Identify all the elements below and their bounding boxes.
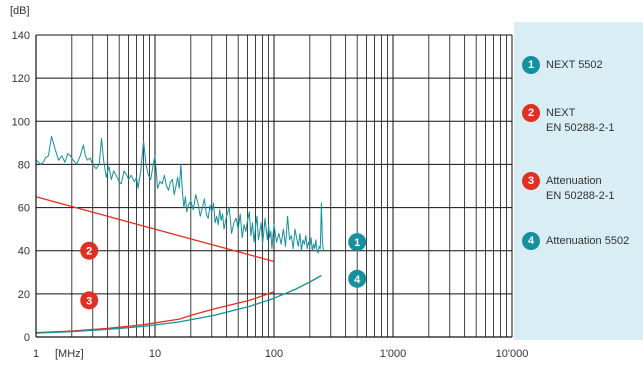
y-tick-label: 40 bbox=[18, 246, 30, 258]
callout-label-1: 1 bbox=[354, 237, 360, 249]
axis-layer: 1 10 100 1'000 10'000 0 20 40 60 80 100 120 140 bbox=[12, 30, 529, 360]
callout-badge-1 bbox=[348, 233, 367, 252]
callout-label-3: 3 bbox=[86, 295, 92, 307]
callout-badge-3 bbox=[80, 291, 99, 310]
legend-badge-4: 4 bbox=[522, 232, 540, 250]
x-tick-label: 100 bbox=[265, 348, 283, 360]
legend-badge-1: 1 bbox=[522, 56, 540, 74]
series-line-4 bbox=[35, 274, 322, 334]
legend: 1 NEXT 5502 2 NEXT EN 50288-2-1 3 Attenu… bbox=[514, 22, 643, 340]
y-tick-label: 120 bbox=[12, 73, 30, 85]
y-tick-label: 80 bbox=[18, 159, 30, 171]
legend-label-1: NEXT 5502 bbox=[546, 59, 603, 71]
callout-label-4: 4 bbox=[354, 274, 361, 286]
callout-badge-4 bbox=[348, 269, 367, 288]
legend-item-2: 2 NEXT EN 50288-2-1 bbox=[522, 104, 615, 136]
y-axis-label: [dB] bbox=[10, 5, 30, 17]
legend-item-3: 3 Attenuation EN 50288-2-1 bbox=[522, 172, 615, 204]
y-tick-label: 100 bbox=[12, 116, 30, 128]
x-tick-label: 10'000 bbox=[496, 348, 529, 360]
legend-label-2: NEXT EN 50288-2-1 bbox=[546, 107, 615, 134]
series-line-1 bbox=[35, 135, 324, 254]
series-line-2 bbox=[35, 196, 275, 263]
legend-badge-3: 3 bbox=[522, 172, 540, 190]
callout-layer: 1 2 3 4 bbox=[80, 233, 367, 310]
legend-badge-2: 2 bbox=[522, 104, 540, 122]
y-tick-label: 0 bbox=[24, 332, 30, 344]
y-tick-label: 20 bbox=[18, 289, 30, 301]
y-tick-label: 140 bbox=[12, 30, 30, 42]
legend-item-1: 1 NEXT 5502 bbox=[522, 56, 603, 74]
series-line-3 bbox=[35, 291, 275, 334]
callout-label-2: 2 bbox=[86, 246, 92, 258]
x-tick-label: 10 bbox=[149, 348, 161, 360]
callout-badge-2 bbox=[80, 241, 99, 260]
y-tick-label: 60 bbox=[18, 203, 30, 215]
legend-label-3: Attenuation EN 50288-2-1 bbox=[546, 175, 615, 202]
legend-item-4: 4 Attenuation 5502 bbox=[522, 232, 629, 250]
series-layer bbox=[35, 135, 324, 334]
x-tick-label: 1 bbox=[33, 348, 39, 360]
legend-label-4: Attenuation 5502 bbox=[546, 235, 630, 247]
x-tick-label: 1'000 bbox=[380, 348, 407, 360]
x-axis-unit: [MHz] bbox=[55, 348, 84, 360]
